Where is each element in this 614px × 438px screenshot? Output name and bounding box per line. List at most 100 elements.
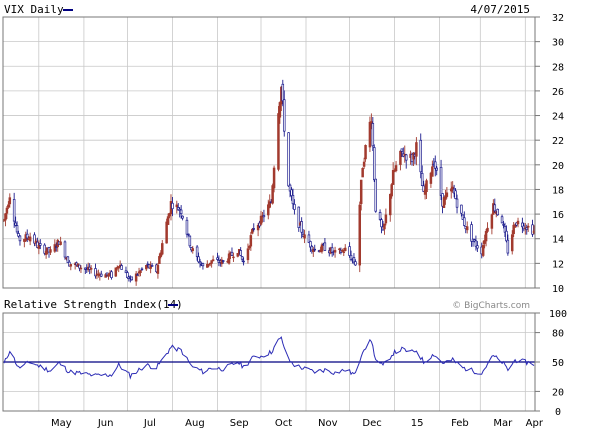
candle-body xyxy=(220,259,224,265)
candle-body xyxy=(370,121,373,125)
candle-body xyxy=(14,222,17,226)
candle-body xyxy=(293,203,296,210)
candle-body xyxy=(161,243,164,255)
candle-body xyxy=(7,204,10,208)
candle-body xyxy=(94,268,97,277)
candle-body xyxy=(490,214,494,229)
candle-body xyxy=(486,227,489,232)
candle-body xyxy=(259,215,263,225)
candle-body xyxy=(179,209,183,214)
candle-body xyxy=(37,245,41,249)
candle-body xyxy=(373,147,376,181)
rsi-ytick-label: 80 xyxy=(552,329,564,340)
candle-body xyxy=(425,180,428,192)
candle-body xyxy=(310,245,314,251)
candle-body xyxy=(526,225,530,228)
candle-body xyxy=(282,99,286,132)
candle-body xyxy=(187,233,190,236)
candle-body xyxy=(313,248,316,251)
candle-body xyxy=(230,251,234,256)
candle-body xyxy=(484,230,488,242)
candle-body xyxy=(431,166,434,177)
candle-body xyxy=(463,217,466,226)
candle-body xyxy=(249,235,253,247)
candle-body xyxy=(506,239,510,254)
x-tick-label: Sep xyxy=(230,418,249,429)
candle-body xyxy=(303,234,306,239)
candle-body xyxy=(66,256,70,264)
x-tick-label: Apr xyxy=(526,418,544,429)
candle-body xyxy=(476,245,479,249)
candle-body xyxy=(201,263,205,267)
price-ytick-label: 24 xyxy=(552,112,564,123)
price-ytick-label: 22 xyxy=(552,136,564,147)
price-ytick-label: 26 xyxy=(552,87,564,98)
x-tick-label: Dec xyxy=(362,418,381,429)
x-tick-label: Mar xyxy=(493,418,513,429)
candle-body xyxy=(404,154,408,161)
candle-body xyxy=(481,245,485,256)
candle-body xyxy=(415,142,418,157)
candle-body xyxy=(236,253,240,257)
candle-body xyxy=(120,265,123,270)
candle-body xyxy=(149,264,152,269)
candle-body xyxy=(158,256,161,265)
candle-body xyxy=(4,213,7,221)
candle-body xyxy=(312,249,315,253)
price-ytick-label: 14 xyxy=(552,235,564,246)
candle-body xyxy=(15,225,19,233)
candle-body xyxy=(262,215,266,218)
candle-body xyxy=(470,224,473,242)
x-tick-label: May xyxy=(51,418,72,429)
candle-body xyxy=(36,241,39,248)
candle-body xyxy=(8,197,12,205)
candle-body xyxy=(171,202,174,210)
candle-body xyxy=(222,260,225,262)
candle-body xyxy=(126,272,129,278)
candle-body xyxy=(364,145,367,160)
candle-body xyxy=(442,197,446,208)
candle-body xyxy=(512,224,515,235)
candle-body xyxy=(110,271,113,278)
candle-body xyxy=(197,256,200,263)
candle-body xyxy=(117,266,120,269)
candle-body xyxy=(525,227,528,230)
rsi-panel: 0 20 50 80 100 xyxy=(2,309,567,418)
rsi-ytick-label: 100 xyxy=(549,309,567,320)
candle-body xyxy=(400,148,404,152)
candle-body xyxy=(124,270,128,274)
candle-body xyxy=(100,273,103,277)
candle-body xyxy=(28,236,32,242)
candle-body xyxy=(267,204,270,216)
candle-body xyxy=(460,204,463,214)
price-ytick-label: 10 xyxy=(552,284,564,295)
candle-body xyxy=(354,261,357,266)
candle-body xyxy=(435,167,438,171)
candle-body xyxy=(388,193,392,216)
candle-body xyxy=(232,256,235,259)
candle-body xyxy=(206,263,209,268)
candle-body xyxy=(53,244,57,252)
candle-body xyxy=(130,276,134,281)
price-gridlines xyxy=(3,17,535,288)
candle-body xyxy=(166,216,170,225)
candle-body xyxy=(104,274,107,278)
x-tick-label: Nov xyxy=(318,418,338,429)
rsi-ytick-label: 0 xyxy=(555,407,561,418)
candle-body xyxy=(252,228,256,230)
price-ytick-label: 12 xyxy=(552,259,564,270)
candle-body xyxy=(439,166,443,196)
candle-body xyxy=(248,245,251,249)
candle-body xyxy=(380,219,383,228)
candle-body xyxy=(531,224,534,235)
price-panel: 10 12 14 16 18 20 22 24 26 28 30 32 xyxy=(2,13,564,295)
candle-body xyxy=(240,256,244,260)
candle-body xyxy=(434,161,437,169)
candle-body xyxy=(516,220,520,225)
chart-title: VIX Daily xyxy=(4,3,64,16)
candle-body xyxy=(342,251,346,253)
candle-body xyxy=(12,199,16,222)
candle-body xyxy=(473,239,476,242)
candle-body xyxy=(496,208,499,216)
candle-body xyxy=(43,244,46,254)
